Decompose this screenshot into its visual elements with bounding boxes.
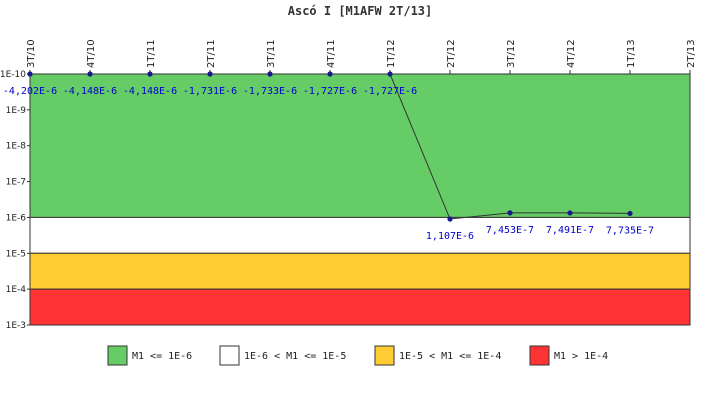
- legend-label: 1E-6 < M1 <= 1E-5: [244, 351, 346, 362]
- x-tick-label: 2T/12: [446, 39, 457, 68]
- data-label: 7,453E-7: [486, 225, 534, 236]
- data-point: [447, 216, 453, 222]
- data-point: [627, 210, 633, 217]
- data-label: 1,107E-6: [426, 231, 474, 242]
- band-1: [29, 73, 691, 218]
- data-label: 7,491E-7: [546, 225, 594, 236]
- band-3: [29, 252, 691, 290]
- legend-item: 1E-6 < M1 <= 1E-5: [219, 345, 346, 366]
- x-tick-label: 4T/12: [566, 39, 577, 68]
- data-labels: -4,202E-6 -4,148E-6 -4,148E-6 -1,731E-6 -1,7…: [3, 86, 654, 242]
- data-point: [567, 210, 573, 216]
- data-point: [387, 71, 393, 77]
- legend-item: 1E-5 < M1 <= 1E-4: [374, 345, 501, 366]
- x-tick-label: 1T/12: [386, 39, 397, 68]
- x-tick-label: 2T/11: [206, 39, 217, 68]
- legend-label: 1E-5 < M1 <= 1E-4: [399, 351, 501, 362]
- legend-swatch: [107, 345, 128, 366]
- data-label: -1,731E-6: [183, 86, 237, 97]
- y-tick-label: 1E-10: [0, 70, 26, 80]
- x-tick-label: 1T/13: [626, 39, 637, 68]
- data-label: -1,727E-6: [363, 86, 417, 97]
- data-point: [507, 210, 513, 216]
- data-label: -1,727E-6: [303, 86, 357, 97]
- y-tick-label: 1E-8: [6, 142, 27, 152]
- y-tick-label: 1E-4: [6, 285, 27, 295]
- x-tick-label: 2T/13: [686, 39, 697, 68]
- data-point: [27, 71, 33, 77]
- y-tick-label: 1E-5: [6, 249, 26, 259]
- x-tick-label: 3T/10: [26, 39, 37, 68]
- y-tick-label: 1E-9: [6, 106, 27, 116]
- y-axis: 1E-10 1E-9 1E-8 1E-7 1E-6 1E-5 1E-4 1E-3: [0, 70, 30, 331]
- legend-item: M1 <= 1E-6: [107, 345, 192, 366]
- x-tick-label: 1T/11: [146, 39, 157, 68]
- data-point: [147, 71, 153, 77]
- data-point: [87, 71, 93, 77]
- legend-swatch: [529, 345, 550, 366]
- data-label: 7,735E-7: [606, 225, 654, 236]
- x-axis: 3T/10 4T/10 1T/11 2T/11 3T/11 4T/11 1T/12 2T/12…: [26, 39, 697, 74]
- y-tick-label: 1E-6: [6, 213, 27, 223]
- data-point: [267, 71, 273, 77]
- data-label: -4,148E-6: [123, 86, 177, 97]
- data-point: [327, 71, 333, 77]
- data-point: [207, 71, 213, 77]
- band-2: [29, 216, 691, 254]
- legend: M1 <= 1E-6 1E-6 < M1 <= 1E-5 1E-5 < M1 <= …: [107, 345, 608, 366]
- y-tick-label: 1E-7: [6, 178, 26, 188]
- data-label: -4,202E-6: [3, 86, 57, 97]
- legend-swatch: [374, 345, 395, 366]
- data-label: -4,148E-6: [63, 86, 117, 97]
- band-4: [29, 288, 691, 326]
- legend-label: M1 <= 1E-6: [132, 351, 192, 362]
- x-tick-label: 3T/12: [506, 39, 517, 68]
- risk-bands: [29, 73, 691, 326]
- x-tick-label: 4T/10: [86, 39, 97, 68]
- x-tick-label: 3T/11: [266, 39, 277, 68]
- legend-swatch: [219, 345, 240, 366]
- chart-title: Ascó I [M1AFW 2T/13]: [288, 4, 433, 18]
- data-label: -1,733E-6: [243, 86, 297, 97]
- series-points: [27, 71, 633, 222]
- legend-item: M1 > 1E-4: [529, 345, 608, 366]
- x-tick-label: 4T/11: [326, 39, 337, 68]
- legend-label: M1 > 1E-4: [554, 351, 608, 362]
- y-tick-label: 1E-3: [6, 321, 26, 331]
